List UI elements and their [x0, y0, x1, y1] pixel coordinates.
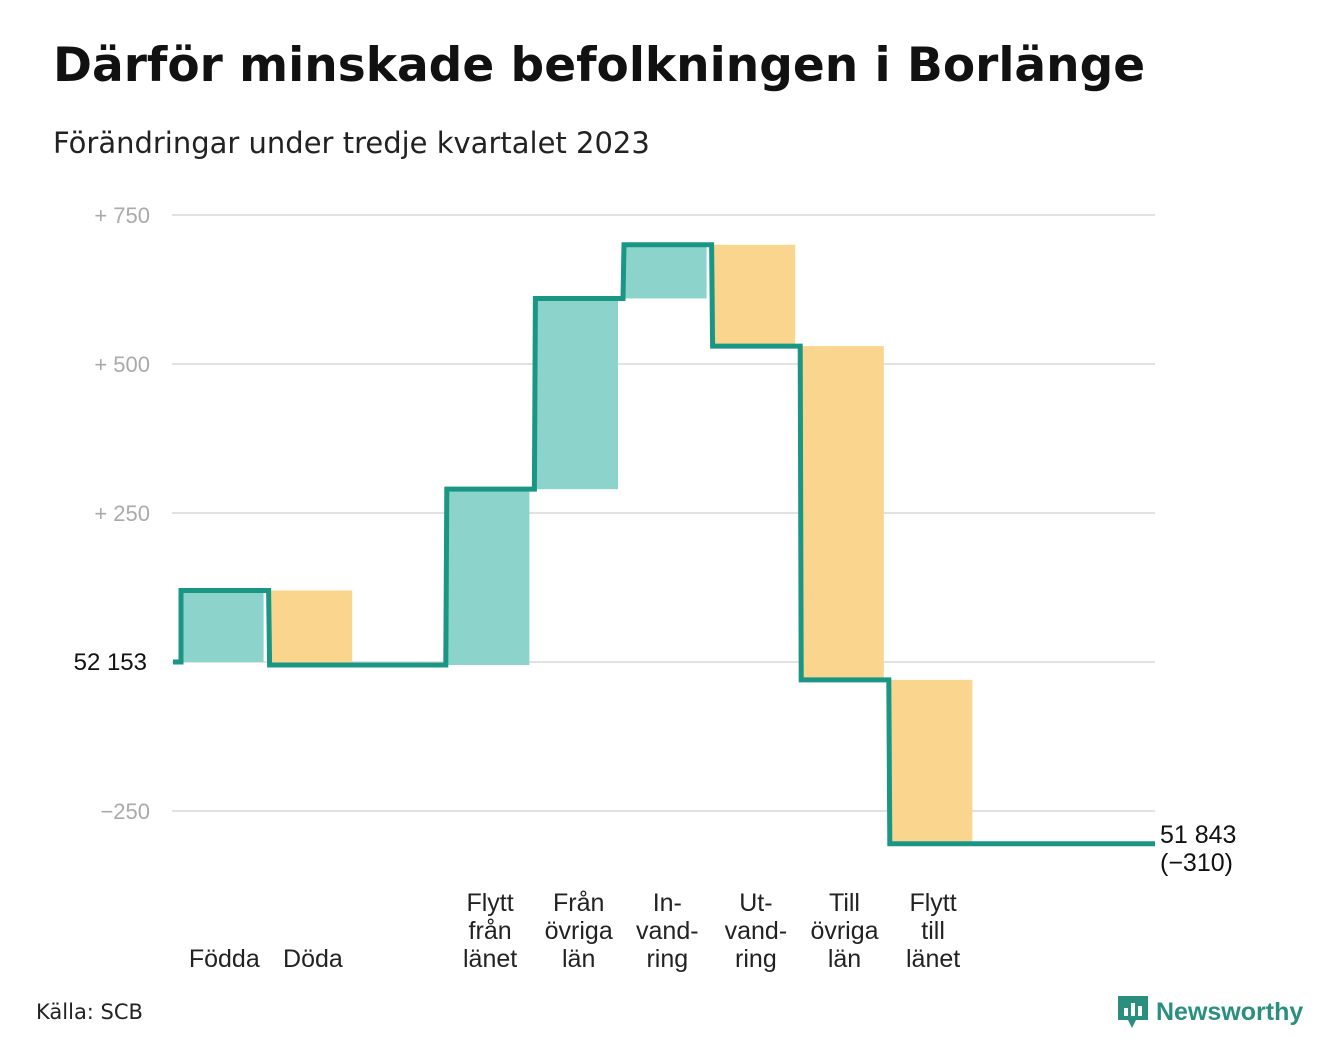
category-label: till	[921, 917, 945, 945]
brand-logo: Newsworthy	[1116, 994, 1303, 1030]
category-label: länet	[906, 945, 960, 973]
end-value-label: 51 843	[1160, 821, 1236, 849]
category-label: Flytt	[466, 889, 513, 917]
category-label: ring	[735, 945, 777, 973]
waterfall-bar	[181, 590, 264, 662]
y-tick-label: + 500	[94, 352, 150, 377]
source-label: Källa: SCB	[36, 1000, 143, 1024]
category-label: Från	[553, 889, 604, 917]
waterfall-bar	[446, 489, 530, 665]
cumulative-step-line	[173, 242, 1155, 847]
y-tick-label: + 750	[94, 203, 150, 228]
waterfall-bar	[624, 244, 707, 299]
category-label: län	[828, 945, 861, 973]
waterfall-bar	[889, 679, 973, 844]
category-label: län	[562, 945, 595, 973]
category-label: övriga	[545, 917, 613, 945]
y-tick-label: + 250	[94, 501, 150, 526]
category-label: Döda	[283, 945, 343, 973]
category-label: Till	[829, 889, 860, 917]
waterfall-bar	[535, 298, 618, 490]
category-label: ring	[646, 945, 688, 973]
category-label: länet	[463, 945, 517, 973]
y-tick-label: −250	[100, 799, 150, 824]
category-label: Ut-	[739, 889, 772, 917]
category-label: In-	[653, 889, 682, 917]
bars	[181, 244, 973, 844]
waterfall-bar	[801, 346, 884, 680]
baseline-label: 52 153	[74, 649, 147, 676]
category-label: vand-	[636, 917, 699, 945]
brand-name: Newsworthy	[1156, 997, 1304, 1026]
chart-title: Därför minskade befolkningen i Borlänge	[53, 38, 1146, 93]
category-label: från	[469, 917, 512, 945]
category-label: vand-	[725, 917, 788, 945]
waterfall-bar	[712, 244, 796, 347]
chart-subtitle: Förändringar under tredje kvartalet 2023	[53, 126, 650, 160]
end-change-label: (−310)	[1160, 849, 1233, 877]
waterfall-bar	[269, 590, 353, 665]
cumulative-line	[173, 242, 1155, 847]
category-label: övriga	[810, 917, 878, 945]
category-label: Födda	[189, 945, 260, 973]
grid-lines	[172, 214, 1155, 812]
category-label: Flytt	[909, 889, 956, 917]
newsworthy-icon	[1118, 996, 1148, 1028]
